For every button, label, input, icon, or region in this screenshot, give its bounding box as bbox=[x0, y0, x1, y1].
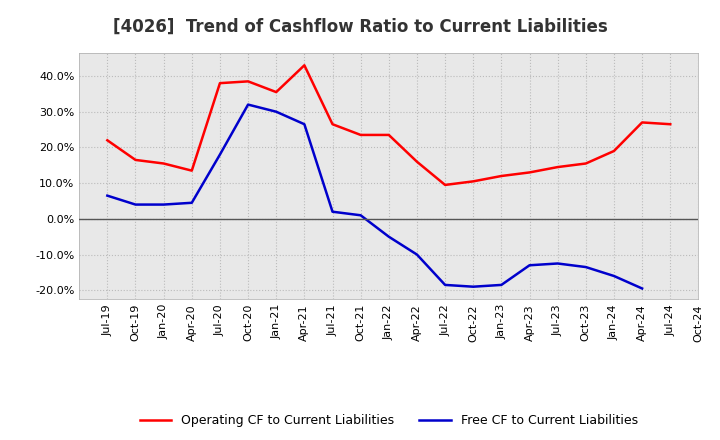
Free CF to Current Liabilities bbox=[159, 202, 168, 207]
Operating CF to Current Liabilities bbox=[272, 89, 281, 95]
Operating CF to Current Liabilities bbox=[582, 161, 590, 166]
Free CF to Current Liabilities bbox=[356, 213, 365, 218]
Operating CF to Current Liabilities bbox=[638, 120, 647, 125]
Free CF to Current Liabilities bbox=[638, 286, 647, 291]
Text: [4026]  Trend of Cashflow Ratio to Current Liabilities: [4026] Trend of Cashflow Ratio to Curren… bbox=[112, 18, 608, 36]
Operating CF to Current Liabilities bbox=[525, 170, 534, 175]
Free CF to Current Liabilities bbox=[497, 282, 505, 288]
Free CF to Current Liabilities bbox=[525, 263, 534, 268]
Operating CF to Current Liabilities bbox=[103, 138, 112, 143]
Line: Operating CF to Current Liabilities: Operating CF to Current Liabilities bbox=[107, 65, 670, 185]
Free CF to Current Liabilities bbox=[272, 109, 281, 114]
Operating CF to Current Liabilities bbox=[187, 168, 196, 173]
Free CF to Current Liabilities bbox=[300, 121, 309, 127]
Free CF to Current Liabilities bbox=[215, 152, 224, 157]
Operating CF to Current Liabilities bbox=[300, 62, 309, 68]
Operating CF to Current Liabilities bbox=[469, 179, 477, 184]
Free CF to Current Liabilities bbox=[187, 200, 196, 205]
Free CF to Current Liabilities bbox=[131, 202, 140, 207]
Free CF to Current Liabilities bbox=[413, 252, 421, 257]
Free CF to Current Liabilities bbox=[469, 284, 477, 290]
Free CF to Current Liabilities bbox=[610, 273, 618, 279]
Operating CF to Current Liabilities bbox=[554, 165, 562, 170]
Line: Free CF to Current Liabilities: Free CF to Current Liabilities bbox=[107, 105, 642, 289]
Operating CF to Current Liabilities bbox=[610, 148, 618, 154]
Operating CF to Current Liabilities bbox=[413, 159, 421, 165]
Operating CF to Current Liabilities bbox=[441, 182, 449, 187]
Operating CF to Current Liabilities bbox=[666, 121, 675, 127]
Operating CF to Current Liabilities bbox=[244, 79, 253, 84]
Free CF to Current Liabilities bbox=[554, 261, 562, 266]
Operating CF to Current Liabilities bbox=[215, 81, 224, 86]
Operating CF to Current Liabilities bbox=[356, 132, 365, 138]
Operating CF to Current Liabilities bbox=[159, 161, 168, 166]
Legend: Operating CF to Current Liabilities, Free CF to Current Liabilities: Operating CF to Current Liabilities, Fre… bbox=[135, 409, 643, 432]
Operating CF to Current Liabilities bbox=[328, 121, 337, 127]
Operating CF to Current Liabilities bbox=[384, 132, 393, 138]
Operating CF to Current Liabilities bbox=[131, 157, 140, 162]
Free CF to Current Liabilities bbox=[582, 264, 590, 270]
Free CF to Current Liabilities bbox=[441, 282, 449, 288]
Free CF to Current Liabilities bbox=[244, 102, 253, 107]
Free CF to Current Liabilities bbox=[328, 209, 337, 214]
Free CF to Current Liabilities bbox=[103, 193, 112, 198]
Operating CF to Current Liabilities bbox=[497, 173, 505, 179]
Free CF to Current Liabilities bbox=[384, 234, 393, 239]
